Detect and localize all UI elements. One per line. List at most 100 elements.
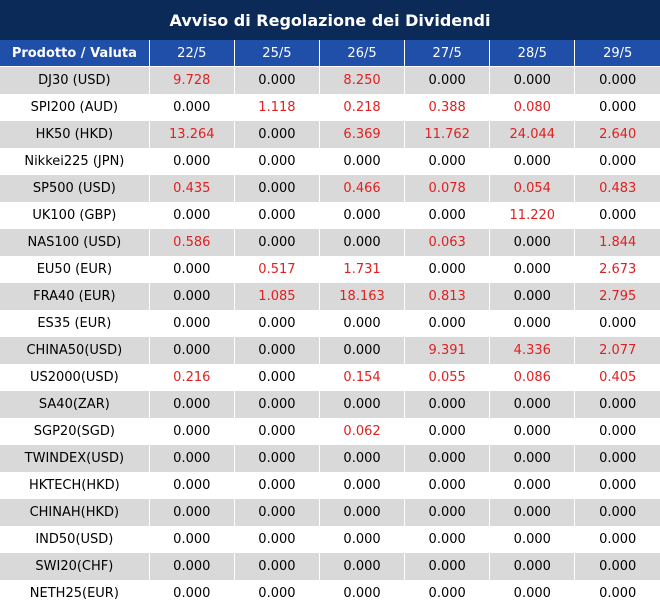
value-cell: 0.000 — [490, 283, 575, 310]
value-cell: 0.000 — [319, 337, 404, 364]
column-header-date: 28/5 — [490, 40, 575, 67]
value-cell: 0.000 — [234, 499, 319, 526]
product-cell: FRA40 (EUR) — [0, 283, 149, 310]
value-cell: 0.000 — [405, 499, 490, 526]
value-cell: 13.264 — [149, 121, 234, 148]
value-cell: 0.000 — [149, 391, 234, 418]
value-cell: 0.000 — [490, 526, 575, 553]
value-cell: 0.054 — [490, 175, 575, 202]
value-cell: 0.000 — [490, 553, 575, 580]
value-cell: 0.813 — [405, 283, 490, 310]
value-cell: 0.154 — [319, 364, 404, 391]
page-title: Avviso di Regolazione dei Dividendi — [0, 0, 660, 40]
value-cell: 0.000 — [234, 67, 319, 94]
value-cell: 0.000 — [575, 553, 660, 580]
value-cell: 0.000 — [490, 445, 575, 472]
value-cell: 0.000 — [234, 229, 319, 256]
value-cell: 0.000 — [234, 418, 319, 445]
value-cell: 0.000 — [319, 391, 404, 418]
product-cell: NETH25(EUR) — [0, 580, 149, 606]
value-cell: 0.218 — [319, 94, 404, 121]
value-cell: 0.000 — [319, 148, 404, 175]
product-cell: HK50 (HKD) — [0, 121, 149, 148]
table-header-row: Prodotto / Valuta 22/5 25/5 26/5 27/5 28… — [0, 40, 660, 67]
value-cell: 6.369 — [319, 121, 404, 148]
value-cell: 11.220 — [490, 202, 575, 229]
value-cell: 0.000 — [575, 391, 660, 418]
product-cell: IND50(USD) — [0, 526, 149, 553]
value-cell: 0.000 — [234, 445, 319, 472]
value-cell: 0.000 — [490, 229, 575, 256]
product-cell: EU50 (EUR) — [0, 256, 149, 283]
value-cell: 18.163 — [319, 283, 404, 310]
value-cell: 0.000 — [234, 553, 319, 580]
value-cell: 0.000 — [234, 580, 319, 606]
product-cell: US2000(USD) — [0, 364, 149, 391]
value-cell: 0.000 — [405, 202, 490, 229]
value-cell: 4.336 — [490, 337, 575, 364]
value-cell: 11.762 — [405, 121, 490, 148]
value-cell: 0.000 — [234, 472, 319, 499]
product-cell: CHINAH(HKD) — [0, 499, 149, 526]
value-cell: 0.080 — [490, 94, 575, 121]
value-cell: 0.000 — [149, 526, 234, 553]
value-cell: 0.000 — [319, 580, 404, 606]
value-cell: 0.000 — [575, 67, 660, 94]
value-cell: 0.000 — [490, 499, 575, 526]
column-header-product: Prodotto / Valuta — [0, 40, 149, 67]
value-cell: 0.063 — [405, 229, 490, 256]
product-cell: TWINDEX(USD) — [0, 445, 149, 472]
value-cell: 0.000 — [319, 445, 404, 472]
value-cell: 0.000 — [149, 553, 234, 580]
value-cell: 0.000 — [149, 202, 234, 229]
value-cell: 0.000 — [234, 364, 319, 391]
value-cell: 0.000 — [575, 202, 660, 229]
value-cell: 0.388 — [405, 94, 490, 121]
value-cell: 0.405 — [575, 364, 660, 391]
product-cell: SPI200 (AUD) — [0, 94, 149, 121]
value-cell: 0.000 — [490, 580, 575, 606]
value-cell: 0.000 — [405, 418, 490, 445]
value-cell: 0.000 — [234, 526, 319, 553]
value-cell: 0.000 — [405, 445, 490, 472]
value-cell: 0.000 — [149, 418, 234, 445]
value-cell: 0.466 — [319, 175, 404, 202]
value-cell: 0.000 — [149, 256, 234, 283]
value-cell: 0.000 — [575, 445, 660, 472]
product-cell: SP500 (USD) — [0, 175, 149, 202]
value-cell: 0.000 — [405, 391, 490, 418]
value-cell: 1.731 — [319, 256, 404, 283]
value-cell: 0.000 — [149, 499, 234, 526]
value-cell: 0.216 — [149, 364, 234, 391]
value-cell: 0.000 — [405, 67, 490, 94]
product-cell: HKTECH(HKD) — [0, 472, 149, 499]
value-cell: 0.000 — [149, 148, 234, 175]
value-cell: 0.000 — [319, 202, 404, 229]
value-cell: 0.000 — [575, 526, 660, 553]
value-cell: 0.000 — [234, 310, 319, 337]
value-cell: 0.000 — [149, 310, 234, 337]
value-cell: 0.000 — [575, 94, 660, 121]
value-cell: 0.483 — [575, 175, 660, 202]
product-cell: SA40(ZAR) — [0, 391, 149, 418]
value-cell: 2.673 — [575, 256, 660, 283]
product-cell: UK100 (GBP) — [0, 202, 149, 229]
value-cell: 0.000 — [405, 148, 490, 175]
value-cell: 9.391 — [405, 337, 490, 364]
value-cell: 0.000 — [575, 148, 660, 175]
value-cell: 0.000 — [405, 472, 490, 499]
value-cell: 0.000 — [149, 472, 234, 499]
value-cell: 0.000 — [575, 472, 660, 499]
